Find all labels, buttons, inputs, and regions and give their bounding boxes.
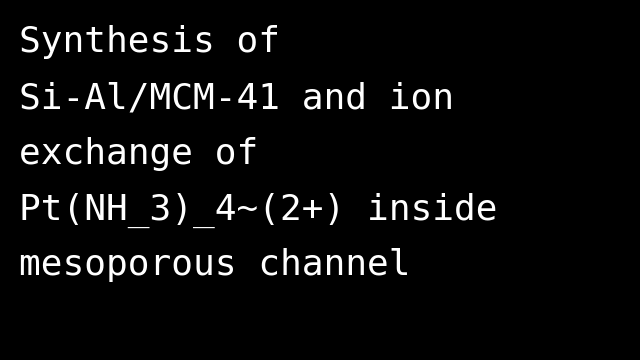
Text: Si-Al/MCM-41 and ion: Si-Al/MCM-41 and ion (19, 81, 454, 115)
Text: Pt(NH_3)_4~(2+) inside: Pt(NH_3)_4~(2+) inside (19, 193, 498, 228)
Text: mesoporous channel: mesoporous channel (19, 248, 411, 282)
Text: Synthesis of: Synthesis of (19, 25, 280, 59)
Text: exchange of: exchange of (19, 137, 259, 171)
